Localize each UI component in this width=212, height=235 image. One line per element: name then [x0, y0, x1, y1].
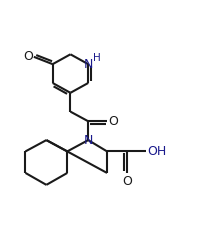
Text: N: N: [84, 133, 93, 147]
Text: O: O: [23, 50, 33, 63]
Text: H: H: [93, 53, 101, 63]
Text: O: O: [109, 115, 119, 128]
Text: OH: OH: [147, 145, 167, 158]
Text: O: O: [122, 175, 132, 188]
Text: N: N: [84, 58, 93, 71]
